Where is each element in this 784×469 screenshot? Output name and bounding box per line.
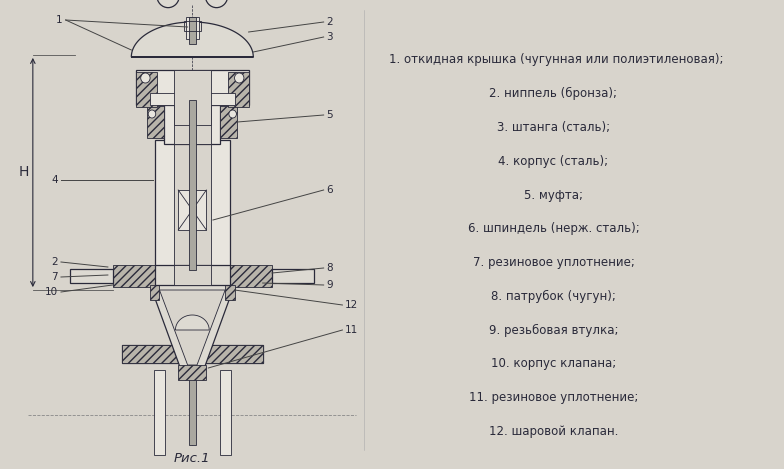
Text: 7: 7: [52, 272, 58, 282]
Text: H: H: [18, 166, 29, 180]
Bar: [113, 265, 154, 287]
Text: 2. ниппель (бронза);: 2. ниппель (бронза);: [489, 87, 618, 100]
Bar: [225, 285, 234, 300]
Bar: [190, 17, 196, 44]
Bar: [220, 370, 230, 455]
Bar: [228, 72, 249, 107]
Bar: [220, 106, 238, 138]
Bar: [154, 265, 230, 285]
Polygon shape: [150, 285, 234, 370]
Bar: [154, 370, 165, 455]
Bar: [122, 345, 263, 363]
Bar: [272, 269, 314, 283]
Bar: [178, 190, 206, 230]
Text: 9: 9: [326, 280, 333, 290]
Bar: [147, 106, 164, 138]
Text: 1. откидная крышка (чугунная или полиэтиленовая);: 1. откидная крышка (чугунная или полиэти…: [390, 53, 724, 67]
Text: 5. муфта;: 5. муфта;: [524, 189, 583, 202]
Circle shape: [205, 0, 228, 8]
Text: 12. шаровой клапан.: 12. шаровой клапан.: [488, 425, 618, 438]
Circle shape: [229, 110, 237, 118]
Text: 2: 2: [52, 257, 58, 267]
Bar: [190, 100, 196, 270]
Text: 11. резиновое уплотнение;: 11. резиновое уплотнение;: [469, 391, 638, 404]
Bar: [173, 140, 211, 270]
Text: 5: 5: [326, 110, 333, 120]
Circle shape: [234, 73, 244, 83]
Circle shape: [140, 73, 150, 83]
Bar: [136, 70, 249, 105]
Bar: [230, 265, 272, 287]
Text: 9. резьбовая втулка;: 9. резьбовая втулка;: [488, 324, 619, 337]
Bar: [186, 17, 199, 39]
Text: 12: 12: [345, 300, 358, 310]
Text: 1: 1: [56, 15, 63, 25]
Text: 4: 4: [52, 175, 58, 185]
Text: 8. патрубок (чугун);: 8. патрубок (чугун);: [491, 290, 616, 303]
Bar: [173, 100, 211, 144]
Text: 8: 8: [326, 263, 333, 273]
Text: 10: 10: [45, 287, 58, 297]
Bar: [189, 206, 196, 214]
Text: 3: 3: [326, 32, 333, 42]
Text: 2: 2: [326, 17, 333, 27]
Bar: [178, 365, 206, 380]
Text: 3. штанга (сталь);: 3. штанга (сталь);: [497, 121, 610, 134]
Bar: [190, 300, 196, 445]
Text: Рис.1: Рис.1: [174, 452, 211, 464]
Bar: [150, 285, 159, 300]
Bar: [164, 100, 220, 144]
Text: 7. резиновое уплотнение;: 7. резиновое уплотнение;: [473, 256, 634, 269]
Text: 6. шпиндель (нерж. сталь);: 6. шпиндель (нерж. сталь);: [467, 222, 640, 235]
Polygon shape: [159, 290, 225, 365]
Text: 4. корпус (сталь);: 4. корпус (сталь);: [499, 155, 608, 168]
Bar: [173, 70, 211, 125]
Circle shape: [157, 0, 180, 8]
Polygon shape: [176, 315, 209, 330]
Bar: [173, 265, 211, 285]
Bar: [136, 72, 157, 107]
Bar: [122, 345, 263, 363]
Polygon shape: [132, 22, 253, 57]
Circle shape: [148, 110, 156, 118]
Text: 6: 6: [326, 185, 333, 195]
Text: 10. корпус клапана;: 10. корпус клапана;: [491, 357, 616, 371]
Text: 11: 11: [345, 325, 358, 335]
Bar: [184, 21, 201, 31]
Bar: [71, 269, 113, 283]
Bar: [150, 93, 234, 105]
Bar: [154, 140, 230, 270]
